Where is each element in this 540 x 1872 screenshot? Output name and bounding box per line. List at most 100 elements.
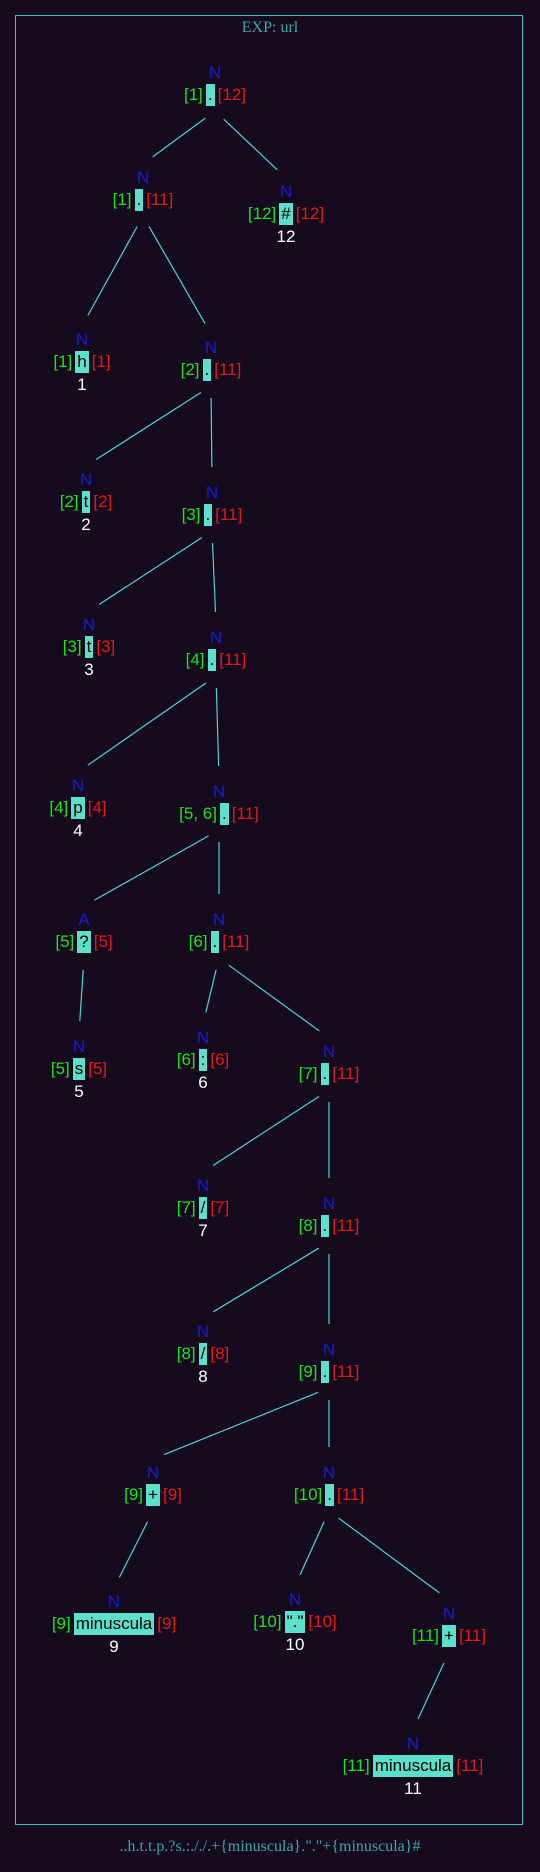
node-type: N	[442, 1604, 456, 1623]
firstpos: [5]	[55, 932, 75, 951]
node-sets: [3] t [3]	[0, 635, 199, 659]
node-symbol: minuscula	[73, 1613, 155, 1635]
node-sets: [9] + [9]	[43, 1483, 263, 1507]
tree-node-cat4: N [4]. [11]	[106, 628, 326, 672]
node-symbol: t	[84, 636, 94, 658]
tree-node-cat6: N [6]. [11]	[109, 910, 329, 954]
node-type: N	[212, 782, 226, 801]
lastpos: [11]	[332, 1216, 360, 1235]
node-sets: [5, 6]. [11]	[109, 802, 329, 826]
node-sets: [7]. [11]	[219, 1062, 439, 1086]
node-sets: [2] t [2]	[0, 490, 196, 514]
augmented-expression: ..h.t.t.p.?s.:././.+{minuscula}."."+{min…	[119, 1838, 421, 1855]
lastpos: [11]	[219, 650, 247, 669]
node-type: N	[322, 1042, 336, 1061]
edge-cat6-cat7	[228, 964, 320, 1032]
lastpos: [11]	[215, 505, 243, 524]
node-symbol: .	[202, 359, 212, 381]
node-sets: [1]. [11]	[33, 188, 253, 212]
tree-node-cat1: N [1]. [11]	[33, 168, 253, 212]
tree-node-cat9: N [9]. [11]	[219, 1340, 439, 1384]
node-type: N	[79, 470, 93, 489]
node-symbol: minuscula	[372, 1755, 454, 1777]
firstpos: [1]	[184, 85, 203, 104]
edge-cat4-p	[87, 682, 207, 766]
node-sets: [1] h [1]	[0, 350, 192, 374]
edge-plus1-min1	[118, 1521, 149, 1578]
tree-node-cat8: N [8]. [11]	[219, 1194, 439, 1238]
tree-node-t2: N [3] t [3] 3	[0, 615, 199, 681]
tree-node-slash2: N [8] / [8] 8	[93, 1322, 313, 1388]
node-sets: [11] + [11]	[339, 1624, 540, 1648]
node-symbol: .	[219, 803, 229, 825]
tree-node-cat10: N [10]. [11]	[219, 1463, 439, 1507]
lastpos: [8]	[210, 1344, 230, 1363]
node-sets: [6]. [11]	[109, 930, 329, 954]
firstpos: [6]	[176, 1050, 196, 1069]
firstpos: [3]	[181, 505, 201, 524]
node-type: N	[322, 1463, 336, 1482]
tree-node-cat7: N [7]. [11]	[219, 1042, 439, 1086]
node-type: N	[322, 1340, 336, 1359]
node-symbol: :	[198, 1049, 208, 1071]
node-type: N	[212, 910, 226, 929]
tree-node-p: N [4] p [4] 4	[0, 776, 188, 842]
node-symbol: .	[320, 1215, 330, 1237]
lastpos: [11]	[332, 1362, 360, 1381]
lastpos: [9]	[162, 1485, 182, 1504]
tree-node-min1: N [9] minuscula [9] 9	[4, 1592, 224, 1658]
firstpos: [1]	[53, 352, 73, 371]
node-type: A	[78, 910, 90, 929]
edge-cat9-plus1	[163, 1391, 319, 1456]
firstpos: [4]	[49, 798, 69, 817]
firstpos: [7]	[176, 1198, 196, 1217]
tree-node-plus2: N [11] + [11]	[339, 1604, 540, 1648]
edge-cat3-cat4	[211, 542, 217, 613]
node-symbol: .	[134, 189, 144, 211]
node-symbol: /	[198, 1343, 208, 1365]
lastpos: [11]	[458, 1626, 487, 1645]
node-type: N	[204, 338, 218, 357]
tree-node-root: N [1]. [12]	[105, 63, 325, 107]
lastpos: [10]	[308, 1612, 337, 1631]
node-symbol: s	[72, 1058, 86, 1080]
tree-node-h: N [1] h [1] 1	[0, 330, 192, 396]
edge-cat2-t1	[95, 391, 202, 461]
leaf-position: 10	[285, 1635, 305, 1654]
node-sets: [1]. [12]	[105, 83, 325, 107]
leaf-position: 5	[74, 1082, 84, 1101]
node-symbol: .	[320, 1361, 330, 1383]
firstpos: [9]	[124, 1485, 144, 1504]
edge-cat3-t2	[98, 537, 203, 605]
node-symbol: .	[320, 1063, 330, 1085]
node-type: N	[205, 483, 219, 502]
firstpos: [11]	[411, 1626, 440, 1645]
leaf-position: 1	[77, 375, 87, 394]
node-sets: [9]. [11]	[219, 1360, 439, 1384]
edge-cat8-slash2	[212, 1247, 320, 1313]
lastpos: [2]	[93, 492, 113, 511]
lastpos: [5]	[88, 1059, 108, 1078]
edge-opt-s	[79, 969, 84, 1022]
node-type: N	[209, 628, 223, 647]
firstpos: [5, 6]	[179, 804, 217, 823]
firstpos: [1]	[112, 190, 132, 209]
node-sets: [8] / [8]	[93, 1342, 313, 1366]
firstpos: [9]	[298, 1362, 318, 1381]
tree-node-cat5: N [5, 6]. [11]	[109, 782, 329, 826]
node-sets: [10] "." [10]	[185, 1610, 405, 1634]
node-type: N	[322, 1194, 336, 1213]
firstpos: [2]	[180, 360, 200, 379]
node-sets: [9] minuscula [9]	[4, 1612, 224, 1636]
node-type: N	[107, 1592, 121, 1611]
node-type: N	[279, 182, 293, 201]
firstpos: [7]	[298, 1064, 318, 1083]
lastpos: [1]	[91, 352, 111, 371]
node-symbol: .	[205, 84, 215, 106]
node-type: N	[288, 1590, 302, 1609]
firstpos: [8]	[298, 1216, 318, 1235]
node-symbol: /	[198, 1197, 208, 1219]
node-symbol: p	[71, 797, 85, 819]
node-sets: [7] / [7]	[93, 1196, 313, 1220]
lastpos: [5]	[93, 932, 113, 951]
